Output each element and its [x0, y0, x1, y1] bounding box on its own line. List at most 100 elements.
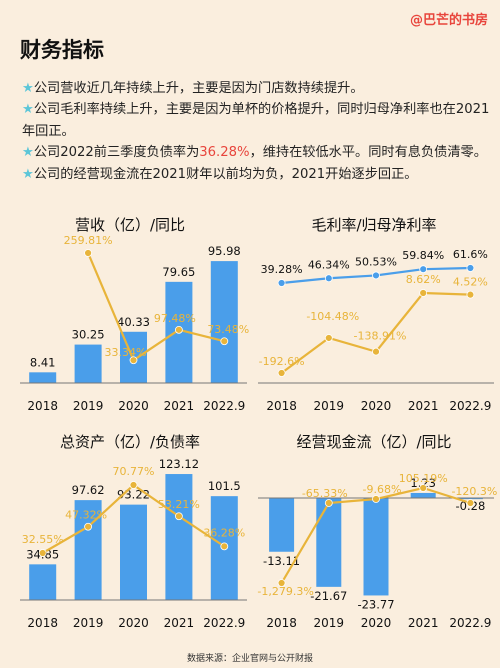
bar — [457, 498, 483, 500]
x-tick-label: 2019 — [314, 399, 345, 413]
bullet-item: ★公司营收近几年持续上升，主要是因为门店数持续提升。 — [22, 78, 492, 99]
x-tick-label: 2022.9 — [449, 616, 491, 630]
cashflow-chart: 经营现金流（亿）/同比-13.11-21.67-23.771.23-0.2820… — [257, 433, 497, 630]
x-tick-label: 2021 — [164, 399, 195, 413]
bar — [120, 504, 147, 600]
x-tick-label: 2019 — [73, 399, 104, 413]
chart-title: 经营现金流（亿）/同比 — [296, 433, 451, 451]
bullet-text: 公司营收近几年持续上升，主要是因为门店数持续提升。 — [33, 81, 364, 96]
line-value-label: 53.21% — [158, 498, 200, 511]
bar-value-label: -23.77 — [357, 597, 394, 611]
line-point — [372, 347, 380, 356]
gross-margin-label: 50.53% — [355, 255, 397, 268]
line-point — [466, 290, 475, 299]
line-point — [220, 542, 229, 551]
bar-value-label: -21.67 — [310, 589, 347, 603]
x-tick-label: 2022.9 — [203, 399, 245, 413]
line-point — [174, 325, 183, 334]
bar — [316, 498, 342, 587]
net-margin-label: -104.48% — [306, 310, 359, 323]
bar-value-label: 95.98 — [208, 244, 241, 258]
bullet-text: 公司的经营现金流在2021财年以前均为负，2021开始逐步回正。 — [33, 166, 418, 182]
line-point — [324, 499, 333, 507]
star-icon: ★ — [22, 81, 34, 96]
line-point — [372, 271, 380, 280]
gross-margin-label: 59.84% — [402, 249, 444, 262]
x-tick-label: 2020 — [118, 616, 149, 630]
bar — [29, 564, 57, 600]
line-point — [466, 264, 475, 272]
gross-margin-label: 39.28% — [261, 263, 303, 276]
line-value-label: 105.19% — [399, 472, 448, 485]
bullet-text: 公司毛利率持续上升，主要是因为单杯的价格提升，同时归母净利率也在2021年回正。 — [22, 102, 490, 139]
bar — [269, 498, 295, 552]
line-point — [129, 481, 138, 489]
watermark: @巴芒的书房 — [409, 13, 488, 28]
gross-margin-label: 61.6% — [453, 248, 488, 261]
line-point — [419, 484, 428, 492]
bullet-item: ★公司毛利率持续上升，主要是因为单杯的价格提升，同时归母净利率也在2021年回正… — [22, 99, 492, 142]
x-tick-label: 2022.9 — [203, 616, 245, 630]
star-icon: ★ — [22, 166, 34, 182]
bar — [210, 261, 238, 383]
line-point — [277, 369, 286, 377]
line-value-label: -65.33% — [302, 487, 348, 500]
line-value-label: 36.28% — [203, 526, 245, 539]
x-tick-label: 2020 — [118, 399, 149, 413]
line-value-label: -1,279.3% — [257, 585, 313, 598]
bar-value-label: 1.23 — [410, 476, 436, 490]
line-value-label: -120.3% — [451, 485, 497, 498]
bar-value-label: 8.41 — [30, 355, 56, 369]
bar-value-label: 97.62 — [72, 483, 105, 497]
star-icon: ★ — [22, 102, 34, 118]
line-point — [419, 265, 428, 274]
debt-ratio-highlight: 36.28% — [199, 145, 250, 161]
chart-title: 毛利率/归母净利率 — [311, 216, 436, 234]
bar — [363, 498, 389, 596]
bar-value-label: -13.11 — [263, 554, 300, 568]
star-icon: ★ — [22, 145, 34, 161]
bullet-text-post: ，维持在较低水平。同时有息负债清零。 — [249, 145, 487, 161]
bar — [410, 492, 436, 498]
x-tick-label: 2018 — [27, 399, 58, 413]
bullet-item: ★公司的经营现金流在2021财年以前均为负，2021开始逐步回正。 — [22, 164, 492, 185]
revenue-chart: 营收（亿）/同比 8.41 30.25 40.33 79.65 95.98 2018 2019… — [20, 216, 249, 413]
chart-title: 营收（亿）/同比 — [75, 216, 185, 234]
line-value-label: 32.55% — [22, 533, 64, 546]
net-margin-label: 8.62% — [406, 273, 441, 286]
line-point — [324, 274, 333, 283]
bar-value-label: 101.5 — [208, 479, 241, 493]
gross-margin-label: 46.34% — [308, 258, 350, 271]
line-point — [419, 289, 428, 297]
margin-chart: 毛利率/归母净利率 2018 2019 2020 2021 2022.9 39.28% 46.… — [258, 216, 494, 413]
bullet-text-pre: 公司2022前三季度负债率为 — [33, 145, 200, 161]
bar-value-label: 79.65 — [162, 265, 195, 279]
line-value-label: 97.48% — [154, 312, 196, 325]
source-note: 数据来源：企业官网与公开财报 — [186, 654, 313, 664]
line-point — [84, 249, 92, 257]
line-point — [372, 495, 380, 503]
line-point — [277, 579, 286, 587]
line-point — [277, 279, 286, 287]
x-tick-label: 2022.9 — [449, 399, 491, 413]
chart-title: 总资产（亿）/负债率 — [60, 433, 200, 451]
x-tick-label: 2018 — [266, 399, 297, 413]
x-tick-label: 2021 — [408, 616, 439, 630]
x-tick-label: 2018 — [266, 616, 297, 630]
bar — [74, 500, 102, 600]
bullet-list: ★公司营收近几年持续上升，主要是因为门店数持续提升。 ★公司毛利率持续上升，主要… — [22, 78, 492, 185]
line-value-label: 259.81% — [64, 234, 113, 247]
assets-chart: 总资产（亿）/负债率34.8597.6293.22123.12101.52018… — [20, 433, 247, 630]
line-point — [174, 512, 183, 521]
x-tick-label: 2020 — [361, 399, 392, 413]
line-value-label: 47.32% — [65, 509, 107, 522]
bar — [29, 372, 57, 383]
bar — [74, 344, 102, 383]
yoy-line — [87, 252, 225, 362]
bar — [165, 474, 193, 600]
x-tick-label: 2021 — [164, 616, 195, 630]
line-value-label: 73.48% — [207, 323, 249, 336]
x-tick-label: 2021 — [408, 399, 439, 413]
x-tick-label: 2018 — [27, 616, 58, 630]
line-point — [466, 499, 475, 507]
